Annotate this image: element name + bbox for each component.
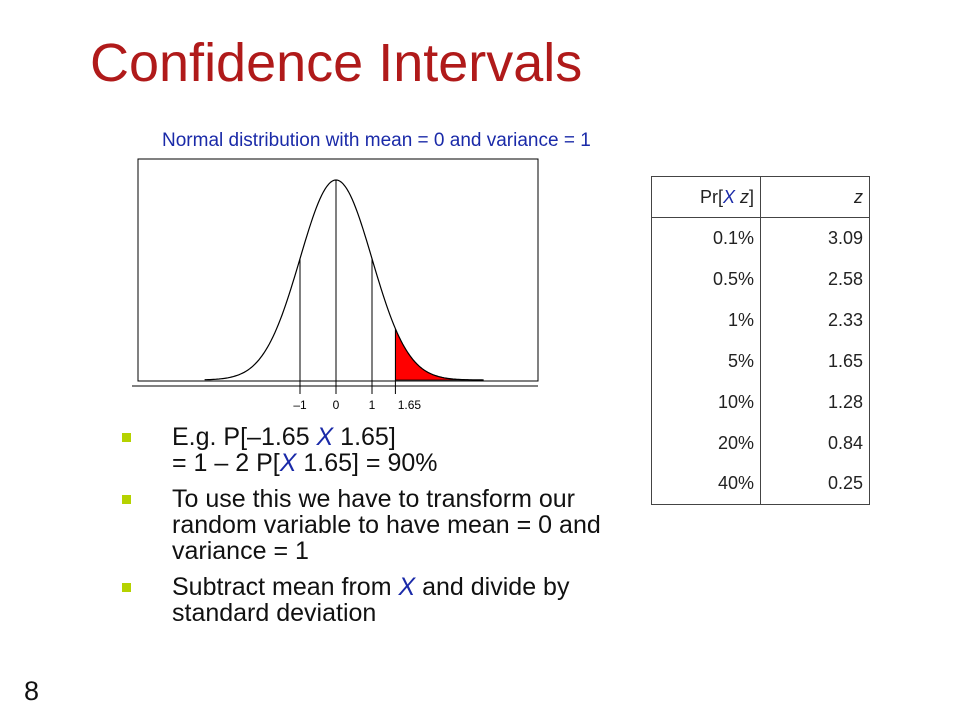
z-table-row: 1% 2.33 bbox=[651, 299, 870, 341]
bullet-transform: To use this we have to transform our ran… bbox=[120, 486, 620, 564]
z-value-cell: 3.09 bbox=[760, 217, 870, 259]
bullet-subtract: Subtract mean from X and divide by stand… bbox=[120, 574, 620, 626]
probability-cell: 10% bbox=[651, 381, 761, 423]
bullet-example-line2: = 1 – 2 P[X 1.65] = 90% bbox=[172, 449, 438, 477]
z-table-header-row: Pr[X z] z bbox=[651, 176, 870, 218]
normal-curve bbox=[204, 179, 484, 381]
bullet-subtract-text: Subtract mean from X and divide by stand… bbox=[172, 573, 570, 627]
z-value-cell: 0.25 bbox=[760, 463, 870, 505]
z-table-row: 40% 0.25 bbox=[651, 463, 870, 505]
page-number: 8 bbox=[24, 676, 40, 706]
z-value-cell: 2.33 bbox=[760, 299, 870, 341]
bullet-example-line1: E.g. P[–1.65 X 1.65] bbox=[172, 423, 396, 451]
probability-cell: 0.5% bbox=[651, 258, 761, 300]
bullet-marker bbox=[122, 433, 131, 442]
z-table-row: 10% 1.28 bbox=[651, 381, 870, 423]
x-tick-labels: –1 0 1 1.65 bbox=[293, 398, 421, 412]
bullet-list: E.g. P[–1.65 X 1.65] = 1 – 2 P[X 1.65] =… bbox=[120, 424, 620, 636]
z-table-row: 20% 0.84 bbox=[651, 422, 870, 464]
bullet-marker bbox=[122, 495, 131, 504]
z-value-cell: 0.84 bbox=[760, 422, 870, 464]
z-value-cell: 2.58 bbox=[760, 258, 870, 300]
x-tick-label: 1.65 bbox=[398, 398, 422, 412]
slide-title: Confidence Intervals bbox=[90, 33, 583, 93]
normal-distribution-chart: –1 0 1 1.65 bbox=[132, 158, 539, 412]
plot-frame bbox=[137, 158, 539, 382]
bullet-example: E.g. P[–1.65 X 1.65] = 1 – 2 P[X 1.65] =… bbox=[120, 424, 620, 476]
header-z: z bbox=[760, 176, 870, 218]
x-tick-label: 1 bbox=[369, 398, 376, 412]
figure-caption: Normal distribution with mean = 0 and va… bbox=[162, 130, 591, 151]
z-table-row: 0.5% 2.58 bbox=[651, 258, 870, 300]
x-tick-label: 0 bbox=[333, 398, 340, 412]
z-table-row: 5% 1.65 bbox=[651, 340, 870, 382]
probability-cell: 5% bbox=[651, 340, 761, 382]
variable-x: X bbox=[722, 186, 735, 207]
bullet-transform-text: To use this we have to transform our ran… bbox=[172, 485, 601, 565]
z-table-row: 0.1% 3.09 bbox=[651, 217, 870, 259]
probability-cell: 40% bbox=[651, 463, 761, 505]
x-tick-label: –1 bbox=[293, 398, 307, 412]
z-value-cell: 1.65 bbox=[760, 340, 870, 382]
probability-cell: 0.1% bbox=[651, 217, 761, 259]
bullet-marker bbox=[122, 583, 131, 592]
header-probability: Pr[X z] bbox=[651, 176, 761, 218]
vertical-lines bbox=[299, 180, 396, 394]
z-table: Pr[X z] z 0.1% 3.09 0.5% 2.58 1% 2.33 5% 1.65 10… bbox=[651, 176, 870, 505]
z-value-cell: 1.28 bbox=[760, 381, 870, 423]
probability-cell: 1% bbox=[651, 299, 761, 341]
probability-cell: 20% bbox=[651, 422, 761, 464]
